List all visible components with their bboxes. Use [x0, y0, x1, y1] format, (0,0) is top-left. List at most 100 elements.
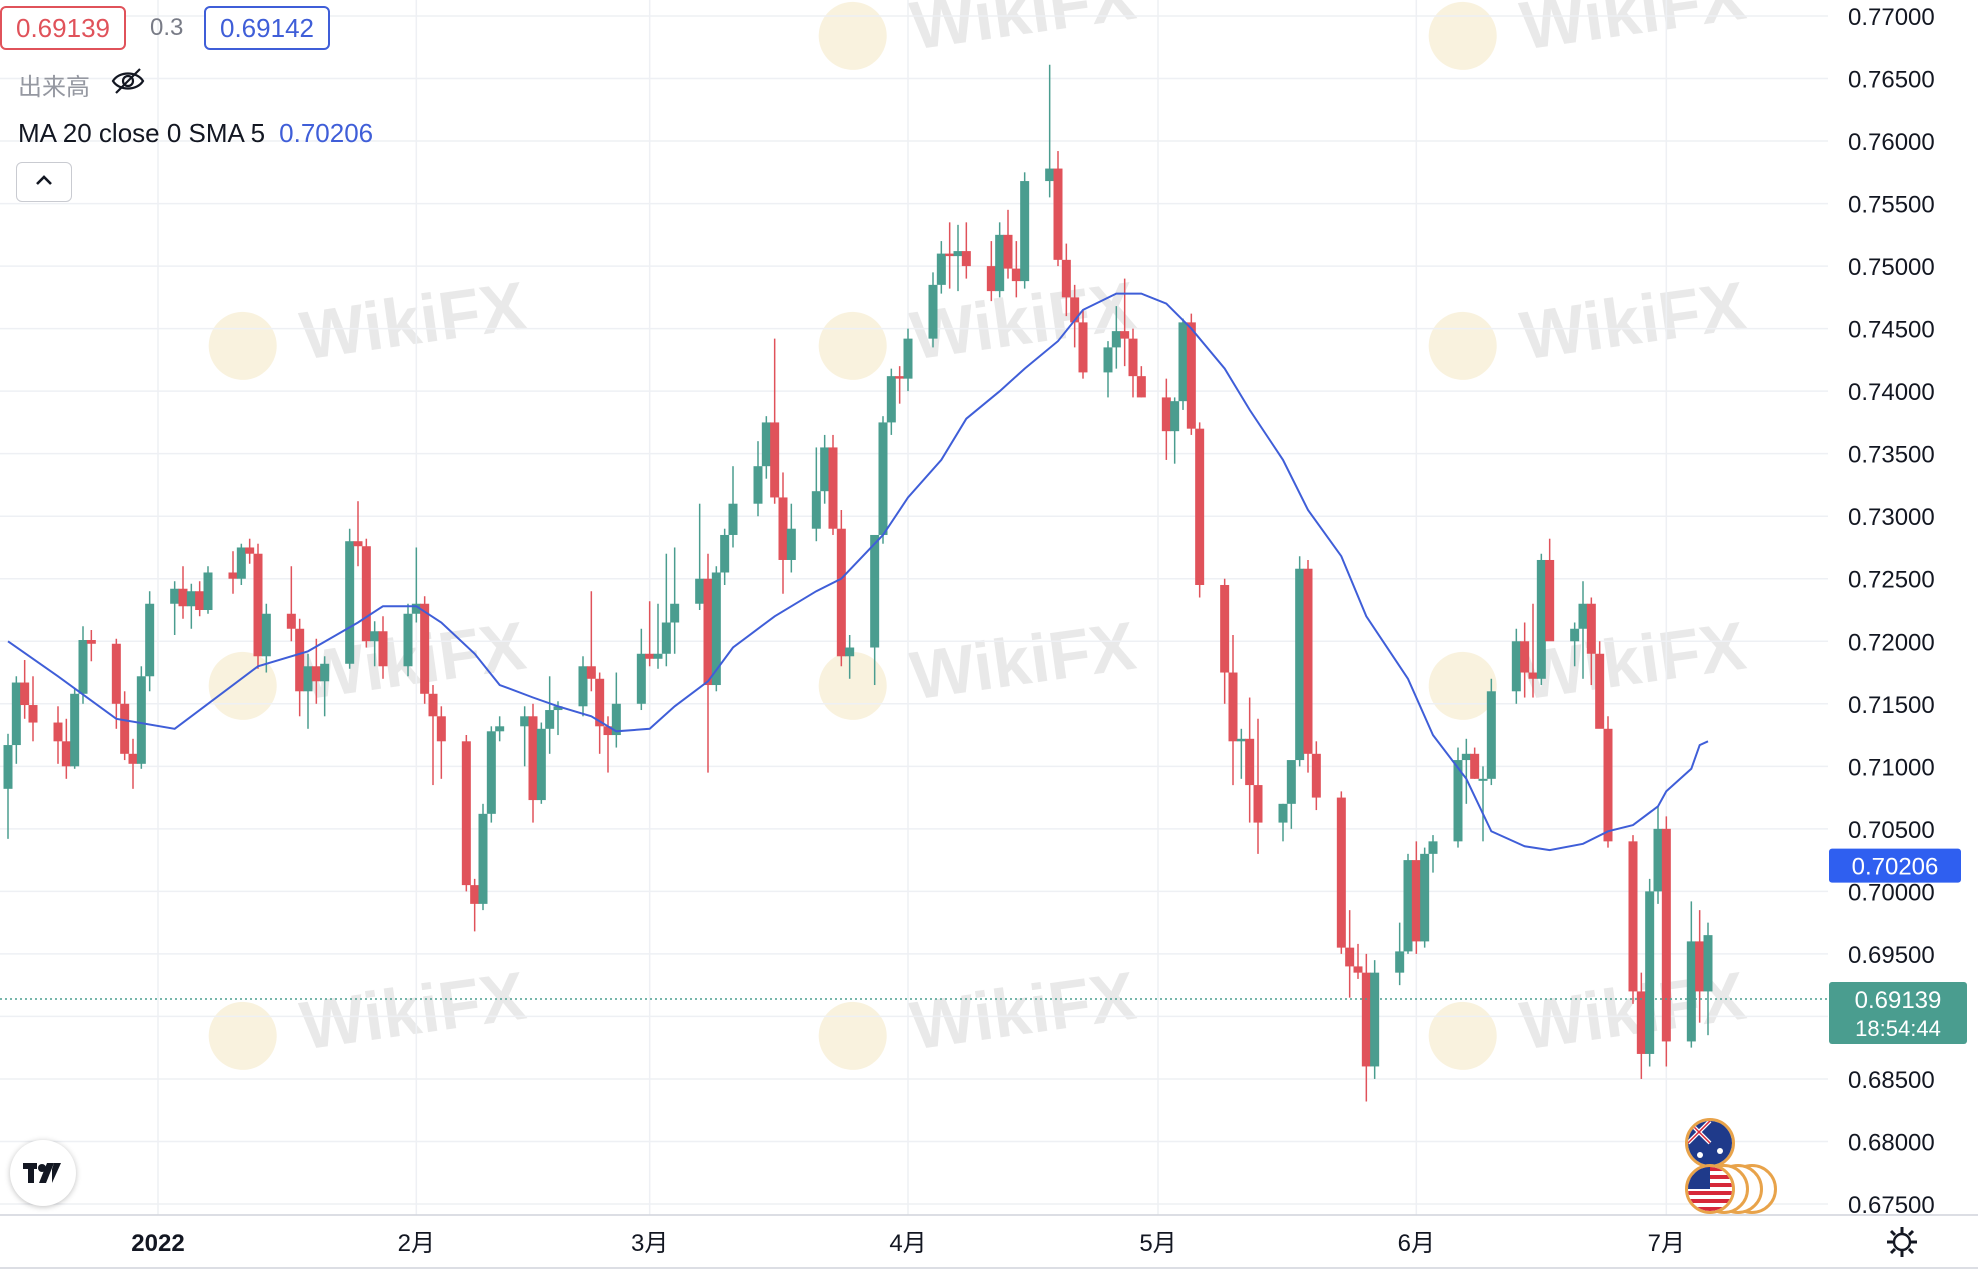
watermark-text: WikiFX — [1516, 268, 1750, 375]
candle-body — [786, 528, 796, 560]
last-price-label: 0.69139 — [1855, 987, 1942, 1014]
candle-body — [645, 653, 655, 659]
candle — [345, 528, 355, 669]
candle — [1186, 313, 1196, 435]
candle-body — [845, 647, 855, 657]
candle-body — [378, 631, 388, 667]
candle — [1470, 747, 1480, 779]
price-tick-label: 0.72500 — [1848, 567, 1935, 594]
candle-body — [811, 491, 821, 529]
candle — [1403, 853, 1413, 954]
time-axis[interactable]: 2022 2月 3月 4月 5月 6月 7月 — [0, 1214, 1978, 1269]
candle — [195, 581, 205, 617]
candle-body — [1220, 584, 1230, 673]
candle — [478, 803, 488, 911]
collapse-legend-button[interactable] — [16, 162, 72, 202]
candle-body — [486, 731, 496, 814]
candle-body — [1470, 753, 1480, 779]
ma-price-label-bg — [1829, 848, 1961, 883]
candle-body — [1020, 181, 1030, 282]
candle-body — [411, 603, 421, 614]
candle — [1311, 741, 1321, 811]
candle-body — [253, 553, 263, 657]
watermark-text: WikiFX — [296, 958, 530, 1065]
candle-body — [428, 693, 438, 717]
candle-body — [78, 640, 88, 694]
candle — [461, 735, 471, 892]
candle-body — [1520, 641, 1530, 673]
candlestick-series — [3, 64, 1713, 1102]
candle — [1045, 64, 1055, 198]
currency-flags[interactable] — [1685, 1118, 1785, 1214]
candle-body — [320, 663, 330, 682]
candle-body — [878, 422, 888, 535]
candle-body — [545, 710, 555, 729]
candle — [1253, 718, 1263, 854]
candle-body — [145, 603, 155, 677]
tradingview-logo-icon[interactable] — [10, 1140, 76, 1206]
gear-icon[interactable] — [1885, 1225, 1919, 1264]
candle — [1586, 597, 1596, 686]
candle-body — [1253, 785, 1263, 823]
candle — [986, 241, 996, 302]
candle-body — [728, 503, 738, 535]
candle-body — [178, 588, 188, 607]
chevron-up-icon — [34, 173, 54, 192]
bid-price-box[interactable]: 0.69139 — [0, 6, 126, 50]
candle-body — [70, 693, 80, 767]
candle — [136, 666, 146, 769]
candle-body — [1178, 322, 1188, 402]
candle — [1478, 766, 1488, 842]
ask-price-box[interactable]: 0.69142 — [204, 6, 330, 50]
candle — [1528, 603, 1538, 698]
candle-body — [661, 622, 671, 654]
eye-slash-icon[interactable] — [110, 66, 146, 103]
candle — [1011, 241, 1021, 298]
candle — [695, 503, 705, 610]
candle-body — [1420, 853, 1430, 942]
candle — [70, 688, 80, 769]
candle-body — [553, 706, 563, 711]
candle-body — [1628, 841, 1638, 992]
price-tick-label: 0.70500 — [1848, 817, 1935, 844]
candle — [636, 628, 646, 711]
candle — [261, 603, 271, 673]
candle — [1570, 622, 1580, 667]
candle-body — [1703, 935, 1713, 992]
candle — [1661, 816, 1671, 1067]
candle — [578, 656, 588, 717]
candle — [778, 472, 788, 594]
ma-line — [7, 292, 1709, 852]
ma-legend[interactable]: MA 20 close 0 SMA 5 0.70206 — [18, 118, 373, 149]
candle — [1053, 151, 1063, 267]
candle — [53, 706, 63, 764]
candle — [1411, 841, 1421, 954]
watermark: WikiFX — [818, 608, 1140, 720]
candle-body — [61, 741, 71, 767]
watermark-text: WikiFX — [906, 0, 1140, 64]
ma-value: 0.70206 — [279, 118, 374, 148]
candle-body — [1595, 653, 1605, 729]
candle-body — [1536, 559, 1546, 679]
candle — [1703, 922, 1713, 1036]
price-tick-label: 0.74000 — [1848, 379, 1935, 406]
watermark-layer: WikiFX WikiFX WikiFX WikiFX WikiFX WikiFX Wiki… — [208, 0, 1750, 1070]
candle-body — [136, 676, 146, 764]
candle-body — [595, 678, 605, 727]
candle-body — [28, 705, 38, 723]
candle — [611, 672, 621, 748]
candle — [945, 222, 955, 289]
candle-body — [1461, 753, 1471, 761]
candle-body — [1578, 603, 1588, 629]
candle — [436, 706, 446, 779]
candle-body — [670, 603, 680, 623]
candle-body — [720, 534, 730, 573]
candle — [1295, 556, 1305, 767]
candle — [545, 676, 555, 754]
price-tick-label: 0.75000 — [1848, 254, 1935, 281]
candle — [61, 718, 71, 779]
candle — [728, 466, 738, 548]
bid-price: 0.69139 — [16, 13, 110, 43]
candle — [1636, 972, 1646, 1079]
